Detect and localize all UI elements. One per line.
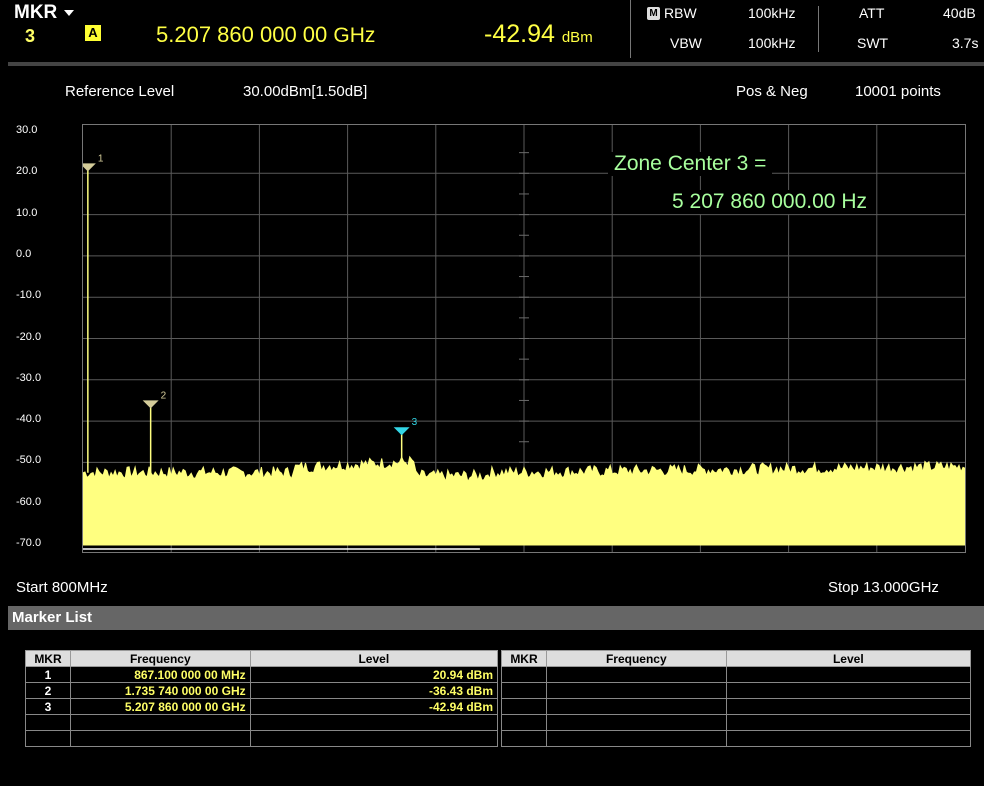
y-tick-label: 20.0 <box>16 165 38 178</box>
cell-level <box>249 730 499 747</box>
cell-frequency <box>545 666 727 683</box>
cell-level <box>725 730 972 747</box>
header-separator <box>8 62 984 66</box>
swt-value[interactable]: 3.7s <box>952 35 979 51</box>
cell-level: 20.94 dBm <box>249 666 499 683</box>
table-row[interactable] <box>25 730 499 747</box>
mkr-dropdown-icon[interactable] <box>64 10 74 16</box>
column-frequency: Frequency <box>545 650 727 667</box>
table-row[interactable] <box>501 698 972 715</box>
rbw-value[interactable]: 100kHz <box>748 5 796 21</box>
table-row[interactable] <box>501 730 972 747</box>
table-row[interactable] <box>25 714 499 731</box>
table-row[interactable] <box>501 682 972 699</box>
table-row[interactable] <box>501 666 972 683</box>
marker-list-header: Marker List <box>8 606 984 630</box>
cell-frequency <box>545 682 727 699</box>
att-value[interactable]: 40dB <box>943 5 976 21</box>
y-tick-label: -30.0 <box>16 371 42 384</box>
zone-center-value: 5 207 860 000.00 Hz <box>666 190 873 214</box>
cell-mkr <box>501 730 547 747</box>
marker-list-panel: MKR Frequency Level 1 867.100 000 00 MHz 2… <box>8 630 976 786</box>
cell-mkr <box>501 714 547 731</box>
y-tick-label: 30.0 <box>16 124 38 136</box>
y-tick-label: 0.0 <box>16 247 32 260</box>
cell-mkr <box>25 730 71 747</box>
header-divider <box>630 0 631 58</box>
cell-frequency <box>69 730 251 747</box>
cell-level: -42.94 dBm <box>249 698 499 715</box>
cell-frequency <box>545 714 727 731</box>
y-tick-label: -50.0 <box>16 454 42 467</box>
marker-3-label: 3 <box>412 417 418 428</box>
marker-2-label: 2 <box>161 390 167 401</box>
cell-level <box>725 666 972 683</box>
zone-center-label: Zone Center 3 = <box>608 152 773 176</box>
start-frequency[interactable]: Start 800MHz <box>16 579 108 596</box>
cell-frequency: 867.100 000 00 MHz <box>69 666 251 683</box>
y-tick-label: 10.0 <box>16 206 38 219</box>
marker-table-right: MKR Frequency Level <box>501 650 972 747</box>
marker-1-icon <box>83 163 96 172</box>
cell-level <box>725 682 972 699</box>
mkr-label[interactable]: MKR <box>14 2 58 23</box>
y-tick-label: -20.0 <box>16 330 42 343</box>
cell-mkr: 1 <box>25 666 71 683</box>
marker-level: -42.94 dBm <box>484 20 593 48</box>
column-level: Level <box>725 650 972 667</box>
spectrum-plot[interactable]: 1 2 3 <box>82 124 966 553</box>
manual-badge-icon: M <box>647 7 660 20</box>
cell-level <box>725 714 972 731</box>
table-row[interactable]: 2 1.735 740 000 00 GHz -36.43 dBm <box>25 682 499 699</box>
stop-frequency[interactable]: Stop 13.000GHz <box>828 579 939 596</box>
column-frequency: Frequency <box>69 650 251 667</box>
detector-mode: Pos & Neg <box>736 83 808 100</box>
cell-mkr: 3 <box>25 698 71 715</box>
marker-2-icon <box>142 400 159 409</box>
cell-frequency <box>545 698 727 715</box>
column-level: Level <box>249 650 499 667</box>
cell-level <box>249 714 499 731</box>
swt-label: SWT <box>857 35 889 51</box>
vbw-value[interactable]: 100kHz <box>748 35 796 51</box>
sweep-points: 10001 points <box>855 83 941 100</box>
y-tick-label: -10.0 <box>16 289 42 302</box>
cell-level <box>725 698 972 715</box>
reference-level-value[interactable]: 30.00dBm[1.50dB] <box>243 83 368 100</box>
table-row[interactable] <box>501 714 972 731</box>
cell-mkr <box>501 666 547 683</box>
y-tick-label: -40.0 <box>16 413 42 426</box>
marker-frequency: 5.207 860 000 00 GHz <box>156 22 376 47</box>
reference-level-label: Reference Level <box>65 83 175 100</box>
header-divider <box>818 6 819 52</box>
y-tick-label: -60.0 <box>16 495 42 508</box>
rbw-label: RBW <box>664 5 697 21</box>
marker-3-icon <box>393 427 410 436</box>
vbw-label: VBW <box>670 35 702 51</box>
marker-table-left: MKR Frequency Level 1 867.100 000 00 MHz 2… <box>25 650 499 747</box>
table-row[interactable]: 1 867.100 000 00 MHz 20.94 dBm <box>25 666 499 683</box>
column-mkr: MKR <box>25 650 71 667</box>
trace-noise-floor <box>83 455 965 546</box>
marker-header: MKR 3 A 5.207 860 000 00 GHz -42.94 dBm … <box>8 0 984 62</box>
table-row[interactable]: 3 5.207 860 000 00 GHz -42.94 dBm <box>25 698 499 715</box>
cell-frequency: 1.735 740 000 00 GHz <box>69 682 251 699</box>
trace-badge: A <box>85 25 101 41</box>
active-marker-number[interactable]: 3 <box>25 26 36 46</box>
cell-mkr: 2 <box>25 682 71 699</box>
y-tick-label: -70.0 <box>16 537 42 549</box>
cell-frequency <box>545 730 727 747</box>
cell-mkr <box>501 682 547 699</box>
marker-1-label: 1 <box>98 153 104 164</box>
cell-frequency: 5.207 860 000 00 GHz <box>69 698 251 715</box>
cell-mkr <box>25 714 71 731</box>
cell-level: -36.43 dBm <box>249 682 499 699</box>
cell-frequency <box>69 714 251 731</box>
column-mkr: MKR <box>501 650 547 667</box>
cell-mkr <box>501 698 547 715</box>
marker-list-title: Marker List <box>12 609 93 626</box>
att-label: ATT <box>859 5 885 21</box>
